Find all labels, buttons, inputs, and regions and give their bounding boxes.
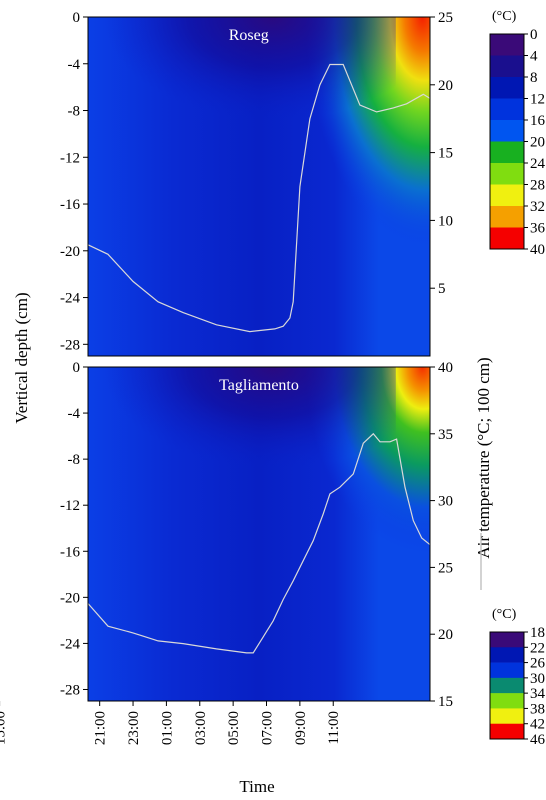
depth-tick-label: -20	[60, 590, 80, 606]
colorbar-tick-label: 24	[530, 156, 546, 172]
colorbar-unit-label: (°C)	[492, 9, 517, 24]
colorbar-tick-label: 26	[530, 656, 546, 672]
colorbar-tick-label: 16	[530, 113, 546, 129]
colorbar-tick-label: 18	[530, 625, 545, 641]
colorbar-swatch	[490, 34, 524, 56]
tagliamento-panel-title: Tagliamento	[219, 377, 299, 394]
colorbar-swatch	[490, 693, 524, 709]
air-temperature-tick-label: 15	[438, 146, 453, 162]
air-temperature-tick-label: 40	[438, 360, 453, 376]
time-tick-label: 05:00	[226, 711, 242, 745]
air-temperature-tick-label: 35	[438, 427, 453, 443]
colorbar-tick-label: 32	[530, 199, 545, 215]
air-temperature-tick-label: 5	[438, 281, 446, 297]
time-tick-label: 15:00	[0, 711, 9, 745]
depth-tick-label: -4	[68, 57, 81, 73]
tagliamento-air-temperature-axis: 15 20 25 30 35 40	[430, 360, 453, 710]
time-tick-label: 01:00	[159, 711, 175, 745]
colorbar-swatch	[490, 723, 524, 740]
air-temperature-tick-label: 25	[438, 560, 453, 576]
colorbar-tick-label: 42	[530, 717, 545, 733]
colorbar-tick-label: 4	[530, 49, 538, 65]
roseg-plot-frame	[87, 16, 431, 357]
colorbar-swatch	[490, 647, 524, 663]
colorbar-swatch	[490, 77, 524, 99]
roseg-air-temperature-axis: 5 10 15 20 25	[430, 10, 453, 297]
time-tick-label: 11:00	[326, 711, 342, 745]
time-tick-label: 23:00	[126, 711, 142, 745]
colorbar-swatch	[490, 184, 524, 207]
colorbar-tick-label: 12	[530, 92, 545, 108]
colorbar-tick-label: 40	[530, 242, 545, 258]
colorbar-swatch	[490, 120, 524, 142]
roseg-colorbar: 0 4 8 12 16 20 24 28 32 36 40 (°C)	[489, 9, 546, 258]
tagliamento-air-temperature-line	[87, 432, 431, 654]
time-tick-label: 21:00	[93, 711, 109, 745]
colorbar-swatch	[490, 55, 524, 78]
depth-tick-label: -8	[68, 452, 81, 468]
depth-tick-label: -16	[60, 544, 80, 560]
depth-tick-label: -28	[60, 337, 80, 353]
roseg-depth-axis: 0 -4 -8 -12 -16 -20 -24 -28	[60, 10, 88, 353]
colorbar-swatch	[490, 206, 524, 228]
depth-tick-label: -20	[60, 244, 80, 260]
colorbar-unit-label: (°C)	[492, 607, 517, 622]
air-temperature-tick-label: 20	[438, 78, 453, 94]
depth-tick-label: -4	[68, 406, 81, 422]
depth-tick-label: -12	[60, 498, 80, 514]
depth-axis-title: Vertical depth (cm)	[12, 292, 31, 423]
colorbar-tick-label: 8	[530, 70, 538, 86]
colorbar-swatch	[490, 163, 524, 185]
time-axis-title: Time	[239, 777, 274, 796]
depth-tick-label: -16	[60, 197, 80, 213]
air-temperature-tick-label: 15	[438, 694, 453, 710]
roseg-heatmap-cold-band	[88, 17, 396, 204]
colorbar-swatch	[490, 227, 524, 250]
colorbar-tick-label: 30	[530, 671, 545, 687]
colorbar-swatch	[490, 141, 524, 164]
colorbar-frame	[489, 631, 525, 740]
air-temperature-axis-title: Air temperature (°C; 100 cm)	[474, 357, 493, 558]
colorbar-swatch	[490, 632, 524, 648]
roseg-panel: Roseg 0 -4 -8 -12 -16 -20 -24 -28 5 10 15 20 25 0 4 8…	[60, 9, 546, 357]
air-temperature-tick-label: 30	[438, 494, 453, 510]
time-tick-label: 09:00	[293, 711, 309, 745]
time-tick-label: 03:00	[193, 711, 209, 745]
tagliamento-panel: Tagliamento 0 -4 -8 -12 -16 -20 -24 -28 15 20 25 3…	[60, 360, 546, 748]
depth-tick-label: -24	[60, 291, 80, 307]
air-temperature-tick-label: 25	[438, 10, 453, 26]
colorbar-tick-label: 28	[530, 178, 545, 194]
depth-tick-label: -28	[60, 682, 80, 698]
air-temperature-tick-label: 10	[438, 213, 453, 229]
colorbar-swatch	[490, 98, 524, 121]
time-axis: 21:00 23:00 01:00 03:00 05:00 07:00 09:00 11:00…	[0, 701, 342, 745]
colorbar-tick-label: 20	[530, 135, 545, 151]
depth-tick-label: 0	[73, 360, 81, 376]
air-temperature-tick-label: 20	[438, 627, 453, 643]
depth-tick-label: -8	[68, 104, 81, 120]
roseg-air-temperature-line	[87, 63, 431, 333]
depth-tick-label: -24	[60, 636, 80, 652]
colorbar-swatch	[490, 677, 524, 694]
tagliamento-depth-axis: 0 -4 -8 -12 -16 -20 -24 -28	[60, 360, 88, 698]
tagliamento-heatmap-cold-band	[88, 367, 396, 551]
colorbar-tick-label: 38	[530, 701, 545, 717]
colorbar-swatch	[490, 708, 524, 725]
roseg-panel-title: Roseg	[229, 27, 269, 44]
time-tick-label: 07:00	[260, 711, 276, 745]
colorbar-tick-label: 46	[530, 732, 546, 748]
colorbar-tick-label: 36	[530, 221, 546, 237]
depth-tick-label: 0	[73, 10, 81, 26]
colorbar-swatch	[490, 662, 524, 679]
colorbar-tick-label: 34	[530, 686, 546, 702]
depth-tick-label: -12	[60, 150, 80, 166]
tagliamento-plot-frame	[87, 366, 431, 702]
colorbar-tick-label: 0	[530, 27, 538, 43]
colorbar-tick-label: 22	[530, 640, 545, 656]
